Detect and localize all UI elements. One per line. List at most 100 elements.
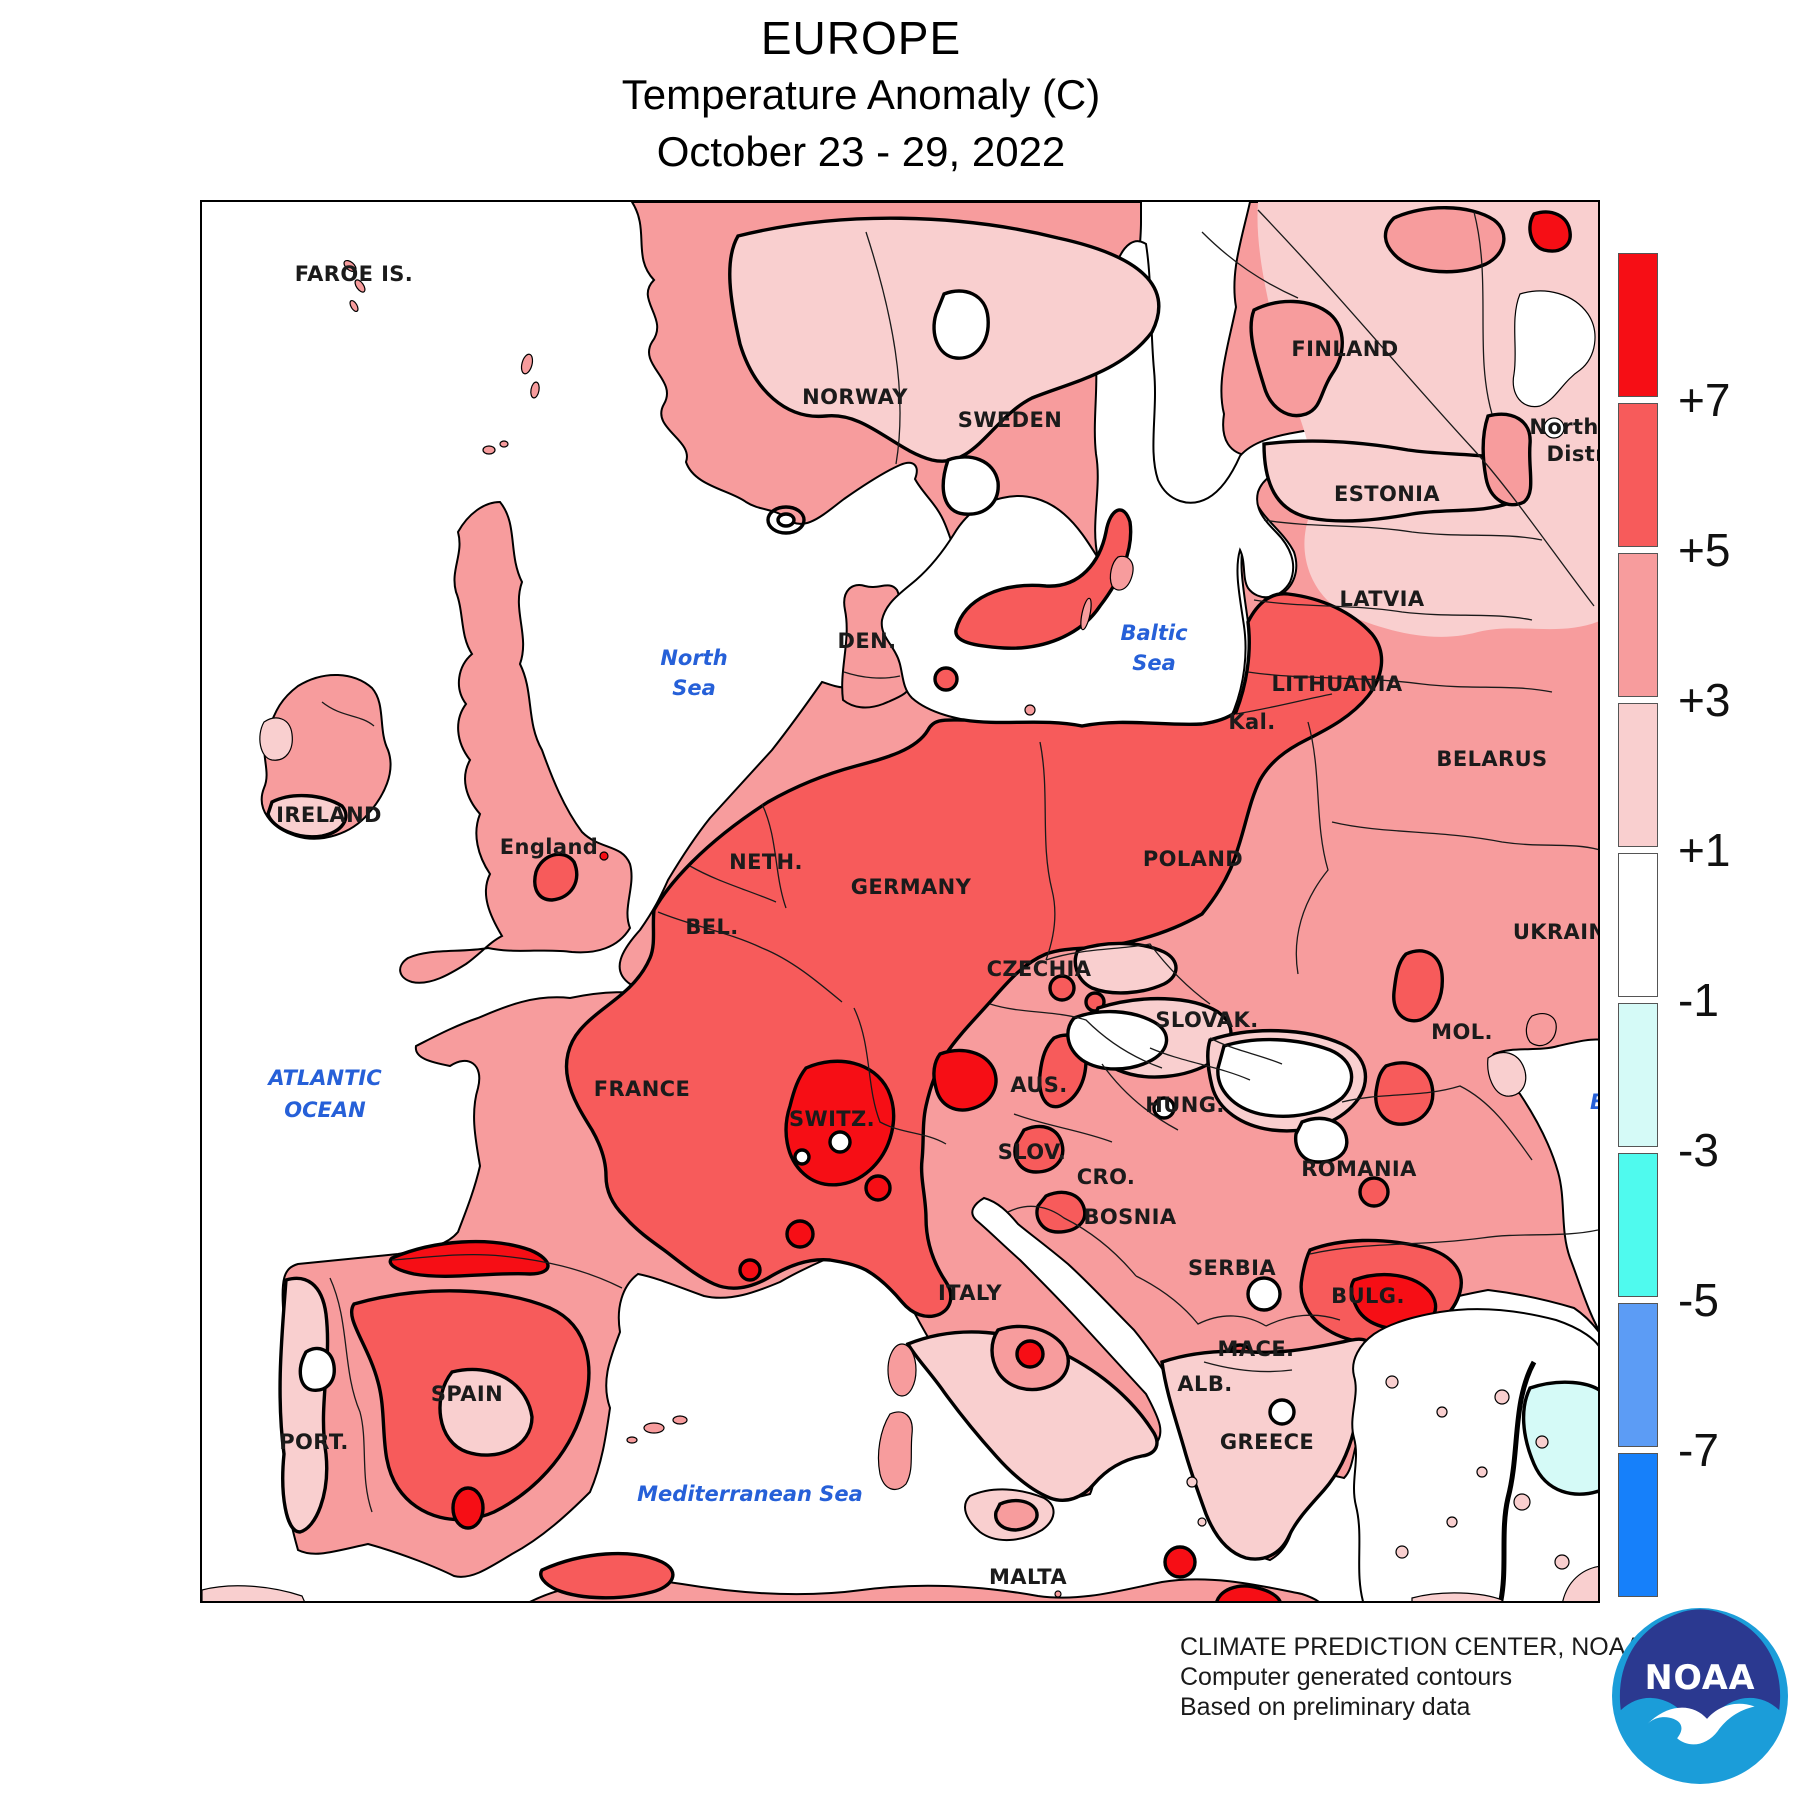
title-region: EUROPE — [760, 12, 962, 64]
legend-tick-+1: +1 — [1678, 824, 1731, 876]
map-label-black-sea: B — [1590, 1090, 1598, 1114]
white-patch-sweden — [941, 455, 1000, 516]
map-label-malta: MALTA — [988, 1565, 1068, 1589]
aegean-turkey-layer — [1351, 1308, 1598, 1601]
crimea-bit — [1525, 1013, 1557, 1047]
mediterranean-islands — [626, 555, 1207, 1598]
ibiza — [626, 1436, 638, 1444]
map-label-italy: ITALY — [937, 1281, 1003, 1305]
pale-w-ireland — [259, 717, 293, 761]
logo-text: NOAA — [1645, 1658, 1756, 1697]
malta-island — [1054, 1590, 1062, 1598]
map-label-serbia: SERBIA — [1187, 1256, 1277, 1280]
white-lakes — [1512, 290, 1596, 408]
mallorca — [643, 1422, 665, 1434]
legend-swatch-+5-to-+7 — [1618, 403, 1658, 547]
white-alp2 — [793, 1148, 811, 1166]
map-label-belarus: BELARUS — [1436, 747, 1548, 771]
aegean-sea-shape — [1351, 1308, 1598, 1601]
red-czech1 — [1048, 974, 1076, 1002]
map-label-romania: ROMANIA — [1301, 1157, 1417, 1181]
white-hungary-spot — [1152, 1096, 1176, 1120]
map-label-france: FRANCE — [593, 1077, 691, 1101]
map-label-macedonia: MACE. — [1217, 1337, 1295, 1361]
map-label-north-sea-1: North — [660, 646, 728, 670]
red-east-romania — [1374, 1061, 1435, 1126]
map-label-portugal: PORT. — [279, 1430, 349, 1454]
title-date-range: October 23 - 29, 2022 — [656, 128, 1066, 175]
legend-tick-+3: +3 — [1678, 674, 1731, 726]
salmon-ne-blob — [1383, 206, 1506, 274]
small-islands-north — [343, 259, 540, 455]
noaa-logo: NOAA — [1612, 1608, 1788, 1784]
red-slovenia — [1013, 1124, 1065, 1174]
pale-turkey-south — [1562, 1566, 1598, 1601]
map-label-kaliningrad: Kal. — [1228, 710, 1276, 734]
pale-czech — [1073, 941, 1178, 995]
map-label-mediterranean: Mediterranean Sea — [637, 1482, 863, 1506]
red-morocco — [539, 1551, 675, 1600]
legend-tick--5: -5 — [1678, 1274, 1719, 1326]
salmon-sicily-center — [994, 1498, 1039, 1532]
logo-fan — [1619, 1609, 1781, 1732]
map-label-norway: NORWAY — [802, 385, 908, 409]
red-dot-east-anglia — [599, 851, 609, 861]
corfu — [1186, 1476, 1198, 1488]
map-title: EUROPE Temperature Anomaly (C) October 2… — [622, 10, 1101, 180]
red-moldova — [1392, 949, 1444, 1023]
attribution-block: CLIMATE PREDICTION CENTER, NOAA Computer… — [1180, 1632, 1642, 1722]
white-alp1 — [828, 1130, 852, 1154]
map-label-croatia: CRO. — [1076, 1165, 1136, 1189]
white-north-romania — [1294, 1116, 1349, 1164]
white-patch-norway — [932, 289, 990, 360]
white-portugal-spot — [298, 1346, 336, 1392]
legend-tick--7: -7 — [1678, 1424, 1719, 1476]
africa-coast — [529, 1578, 1320, 1601]
political-borders — [321, 209, 1598, 1513]
map-label-moldova: MOL. — [1431, 1020, 1493, 1044]
map-label-albania: ALB. — [1177, 1372, 1233, 1396]
red-ne-spot — [1528, 210, 1572, 253]
legend-tick--3: -3 — [1678, 1124, 1719, 1176]
kefalonia — [1197, 1517, 1207, 1527]
red-tunisia-spot — [1163, 1545, 1197, 1579]
map-label-ireland: IRELAND — [276, 803, 382, 827]
cyan-nw-turkey — [1521, 1380, 1598, 1496]
corsica — [887, 1343, 917, 1397]
legend-swatch-+1-to-+3 — [1618, 703, 1658, 847]
map-label-slovenia: SLOV. — [997, 1140, 1067, 1164]
red-core-south-germany — [932, 1048, 998, 1112]
map-label-netherlands: NETH. — [729, 850, 803, 874]
menorca — [672, 1415, 688, 1425]
map-label-switzerland: SWITZ. — [788, 1107, 876, 1131]
red-spot-alps — [864, 1174, 892, 1202]
map-label-lithuania: LITHUANIA — [1271, 672, 1403, 696]
map-label-nw-district-1: Northw — [1529, 415, 1599, 439]
pale-sw-ireland — [266, 793, 348, 839]
legend-swatch-+3-to-+5 — [1618, 553, 1658, 697]
map-label-estonia: ESTONIA — [1333, 482, 1441, 506]
crete-strip — [1411, 1592, 1503, 1601]
legend-tick-+7: +7 — [1678, 374, 1731, 426]
thick-contour-turkey — [1498, 1360, 1537, 1601]
red-romania-center — [1358, 1176, 1390, 1208]
map-label-belgium: BEL. — [685, 915, 739, 939]
cape-ring-inner — [776, 512, 796, 528]
white-serbia-spot — [1246, 1276, 1282, 1312]
pale-odessa — [1487, 1051, 1527, 1097]
white-greece-spot — [1268, 1398, 1296, 1426]
white-lake-small — [1543, 417, 1565, 439]
legend-swatch-above-+7 — [1618, 253, 1658, 397]
red-core-south-spain — [451, 1486, 485, 1530]
map-label-nw-district-2: Distri — [1546, 442, 1598, 466]
map-label-north-sea-2: Sea — [672, 676, 716, 700]
map-label-greece: GREECE — [1219, 1430, 1315, 1454]
red-africa-edge — [1215, 1584, 1282, 1601]
europe-anomaly-map: FAROE IS. NORWAY SWEDEN FINLAND ESTONIA LATVI… — [200, 200, 1600, 1603]
pale-greece — [1160, 1337, 1376, 1561]
legend-tick-+5: +5 — [1678, 524, 1731, 576]
map-label-atlantic-2: OCEAN — [284, 1098, 366, 1122]
map-label-finland: FINLAND — [1291, 337, 1399, 361]
legend-tick--1: -1 — [1678, 974, 1719, 1026]
africa-west-corner — [202, 1585, 305, 1601]
